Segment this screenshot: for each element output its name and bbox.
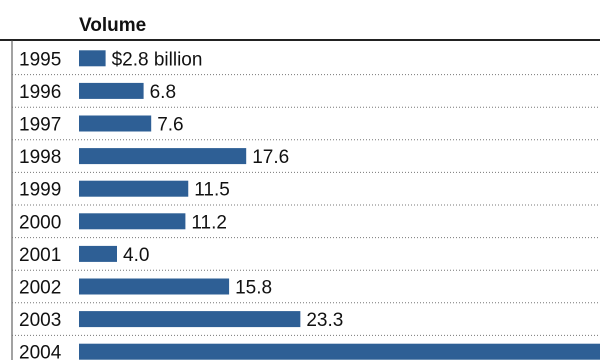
value-label-1996: 6.8	[150, 82, 176, 103]
bar-1995	[79, 50, 106, 67]
bar-2000	[79, 213, 186, 230]
year-label-1998: 1998	[19, 147, 61, 168]
bar-2002	[79, 278, 230, 295]
year-label-2001: 2001	[19, 245, 61, 266]
year-label-2000: 2000	[19, 212, 61, 233]
column-header-volume: Volume	[79, 15, 146, 36]
bar-2001	[79, 245, 117, 262]
bar-1996	[79, 82, 144, 99]
year-label-1996: 1996	[19, 82, 61, 103]
year-label-1995: 1995	[19, 49, 61, 70]
year-label-2002: 2002	[19, 278, 61, 299]
value-label-1997: 7.6	[157, 115, 183, 136]
year-label-1997: 1997	[19, 115, 61, 136]
value-label-2003: 23.3	[306, 310, 343, 331]
year-label-2003: 2003	[19, 310, 61, 331]
value-label-1998: 17.6	[252, 147, 289, 168]
value-label-1995: $2.8 billion	[112, 49, 203, 70]
chart-rows: 1995 $2.8 billion 1996 6.8 1997 7.6 1998 17.6 19…	[12, 49, 600, 360]
bar-1997	[79, 115, 152, 132]
year-label-2004: 2004	[19, 343, 62, 360]
bar-2004	[79, 343, 600, 360]
value-label-2002: 15.8	[235, 278, 272, 299]
bar-1999	[79, 180, 189, 197]
value-label-2000: 11.2	[191, 212, 227, 233]
value-label-2001: 4.0	[123, 245, 149, 266]
bar-2003	[79, 311, 301, 328]
bar-1998	[79, 148, 247, 165]
value-label-1999: 11.5	[194, 180, 230, 201]
year-label-1999: 1999	[19, 180, 61, 201]
